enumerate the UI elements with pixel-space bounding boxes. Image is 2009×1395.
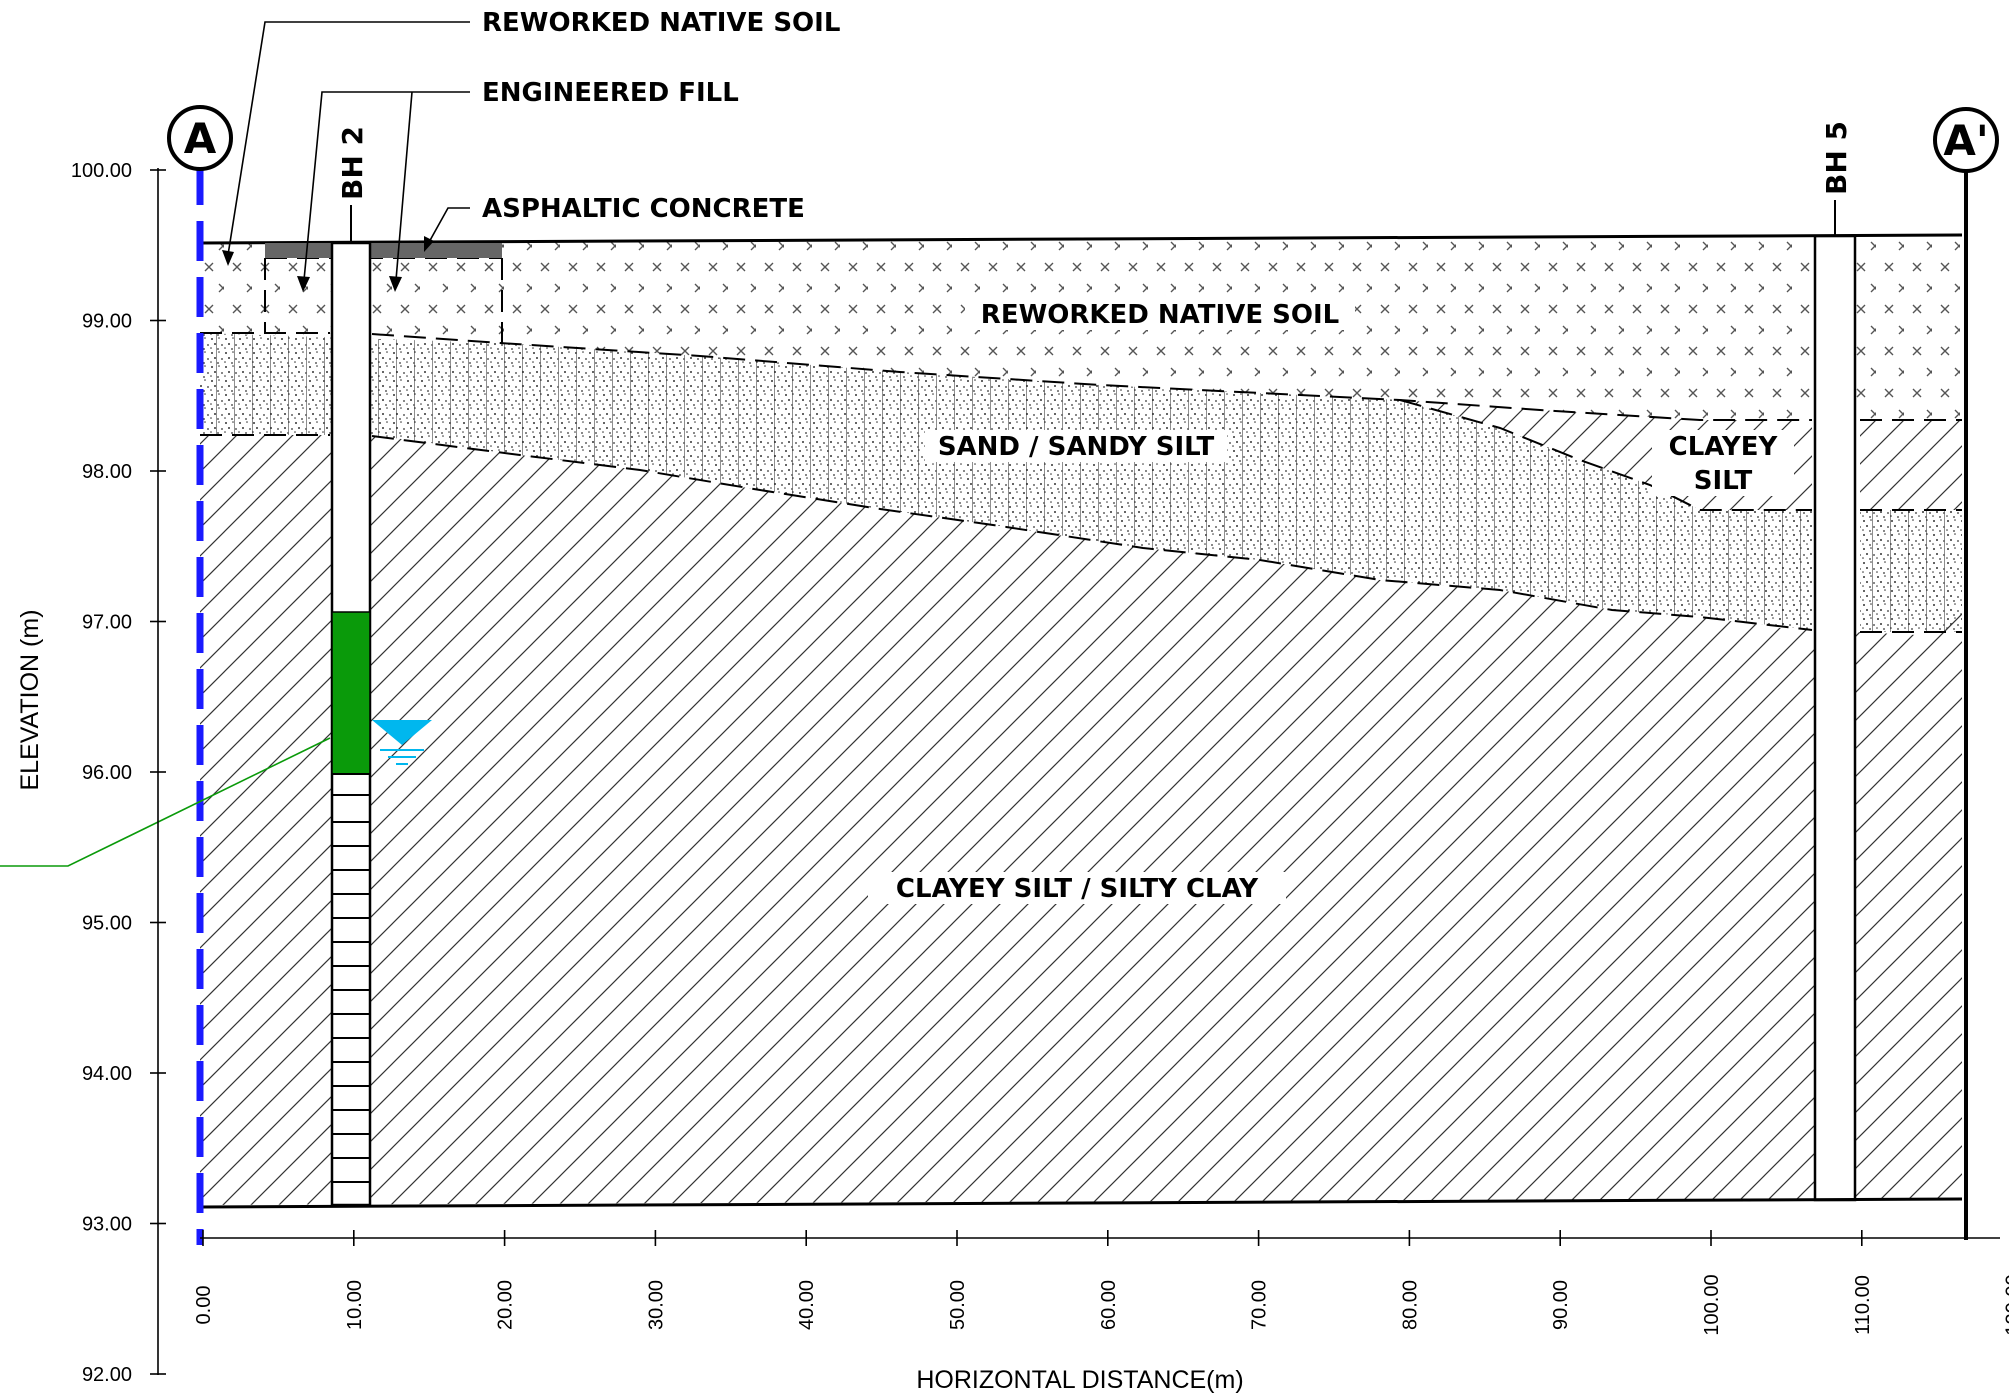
- layer-label-clayey: CLAYEY: [1669, 432, 1779, 462]
- sand-layer: [200, 333, 1962, 632]
- x-tick-label: 20.00: [495, 1280, 517, 1330]
- x-tick-label: 40.00: [796, 1280, 818, 1330]
- section-marker-a-prime: [1933, 107, 1999, 173]
- y-tick-label: 96.00: [82, 762, 132, 784]
- x-tick-label: 60.00: [1098, 1280, 1120, 1330]
- x-tick-label: 100.00: [1701, 1274, 1723, 1335]
- x-tick-label: 120.00: [2003, 1274, 2009, 1335]
- callout-engineered-fill-label: ENGINEERED FILL: [482, 78, 739, 108]
- ground-surface-line: [199, 233, 1963, 245]
- y-tick-label: 98.00: [82, 461, 132, 483]
- section-marker-a-prime-label: A': [1943, 116, 1988, 165]
- boundary-sand-clayey: [1399, 399, 1812, 511]
- bh2-column: [330, 241, 372, 1207]
- callout-engineered-fill: ENGINEERED FILL: [297, 78, 739, 292]
- x-tick-label: 30.00: [645, 1280, 667, 1330]
- water-level-icon: [372, 720, 432, 765]
- y-tick-label: 93.00: [82, 1214, 132, 1236]
- section-marker-a-label: A: [184, 114, 217, 163]
- base-line: [199, 1197, 1963, 1209]
- bh2-riser-segments: [332, 821, 370, 1183]
- boundary-sand-clay: [371, 435, 1813, 631]
- x-tick-label: 0.00: [193, 1286, 215, 1325]
- bh5-label: BH 5: [1820, 121, 1853, 195]
- x-tick-label: 110.00: [1852, 1275, 1874, 1335]
- y-tick-label: 95.00: [82, 913, 132, 935]
- layer-label-clayey-silt-silty-clay: CLAYEY SILT / SILTY CLAY: [896, 874, 1259, 904]
- callout-reworked-native-soil-label: REWORKED NATIVE SOIL: [482, 8, 840, 38]
- layer-label-sand-sandy-silt: SAND / SANDY SILT: [938, 432, 1215, 462]
- x-tick-label: 50.00: [947, 1280, 969, 1330]
- bh5-column-fill: [1815, 236, 1855, 1200]
- y-axis-title: ELEVATION (m): [16, 609, 44, 790]
- x-axis-title: HORIZONTAL DISTANCE(m): [916, 1366, 1243, 1394]
- x-tick-label: 90.00: [1550, 1280, 1572, 1330]
- y-axis-ticks: 100.00 99.00 98.00 97.00 96.00 95.00 94.00 93.0…: [71, 160, 166, 1386]
- section-marker-a: [167, 105, 233, 171]
- x-axis-ticks: 0.00 10.00 20.00 30.00 40.00 50.00 60.00 70.00 8…: [193, 1230, 2009, 1336]
- y-tick-label: 94.00: [82, 1063, 132, 1085]
- callout-asphaltic-concrete: ASPHALTIC CONCRETE: [424, 194, 805, 252]
- bh2-label: BH 2: [336, 126, 369, 200]
- bh2-screen: [331, 611, 371, 775]
- boundary-reworked-sand: [371, 333, 1812, 421]
- label-bg-reworked: [965, 298, 1355, 330]
- y-tick-label: 97.00: [82, 612, 132, 634]
- layer-label-silt: SILT: [1694, 466, 1753, 496]
- callout-asphaltic-concrete-label: ASPHALTIC CONCRETE: [482, 194, 805, 224]
- screen-leader-line: [0, 737, 331, 867]
- label-bg-sand: [925, 430, 1227, 462]
- label-bg-clayey-silt: [1652, 430, 1794, 496]
- asphalt-strip: [265, 243, 502, 258]
- y-tick-label: 99.00: [82, 311, 132, 333]
- layer-label-reworked-native-soil: REWORKED NATIVE SOIL: [981, 300, 1339, 330]
- y-tick-label: 92.00: [82, 1364, 132, 1386]
- x-tick-label: 80.00: [1399, 1280, 1421, 1330]
- x-tick-label: 10.00: [344, 1280, 366, 1330]
- y-tick-label: 100.00: [71, 160, 132, 182]
- label-bg-clay: [868, 872, 1286, 904]
- clay-layer: [200, 435, 1962, 1205]
- x-tick-label: 70.00: [1249, 1280, 1271, 1330]
- callout-reworked-native-soil: REWORKED NATIVE SOIL: [222, 8, 840, 266]
